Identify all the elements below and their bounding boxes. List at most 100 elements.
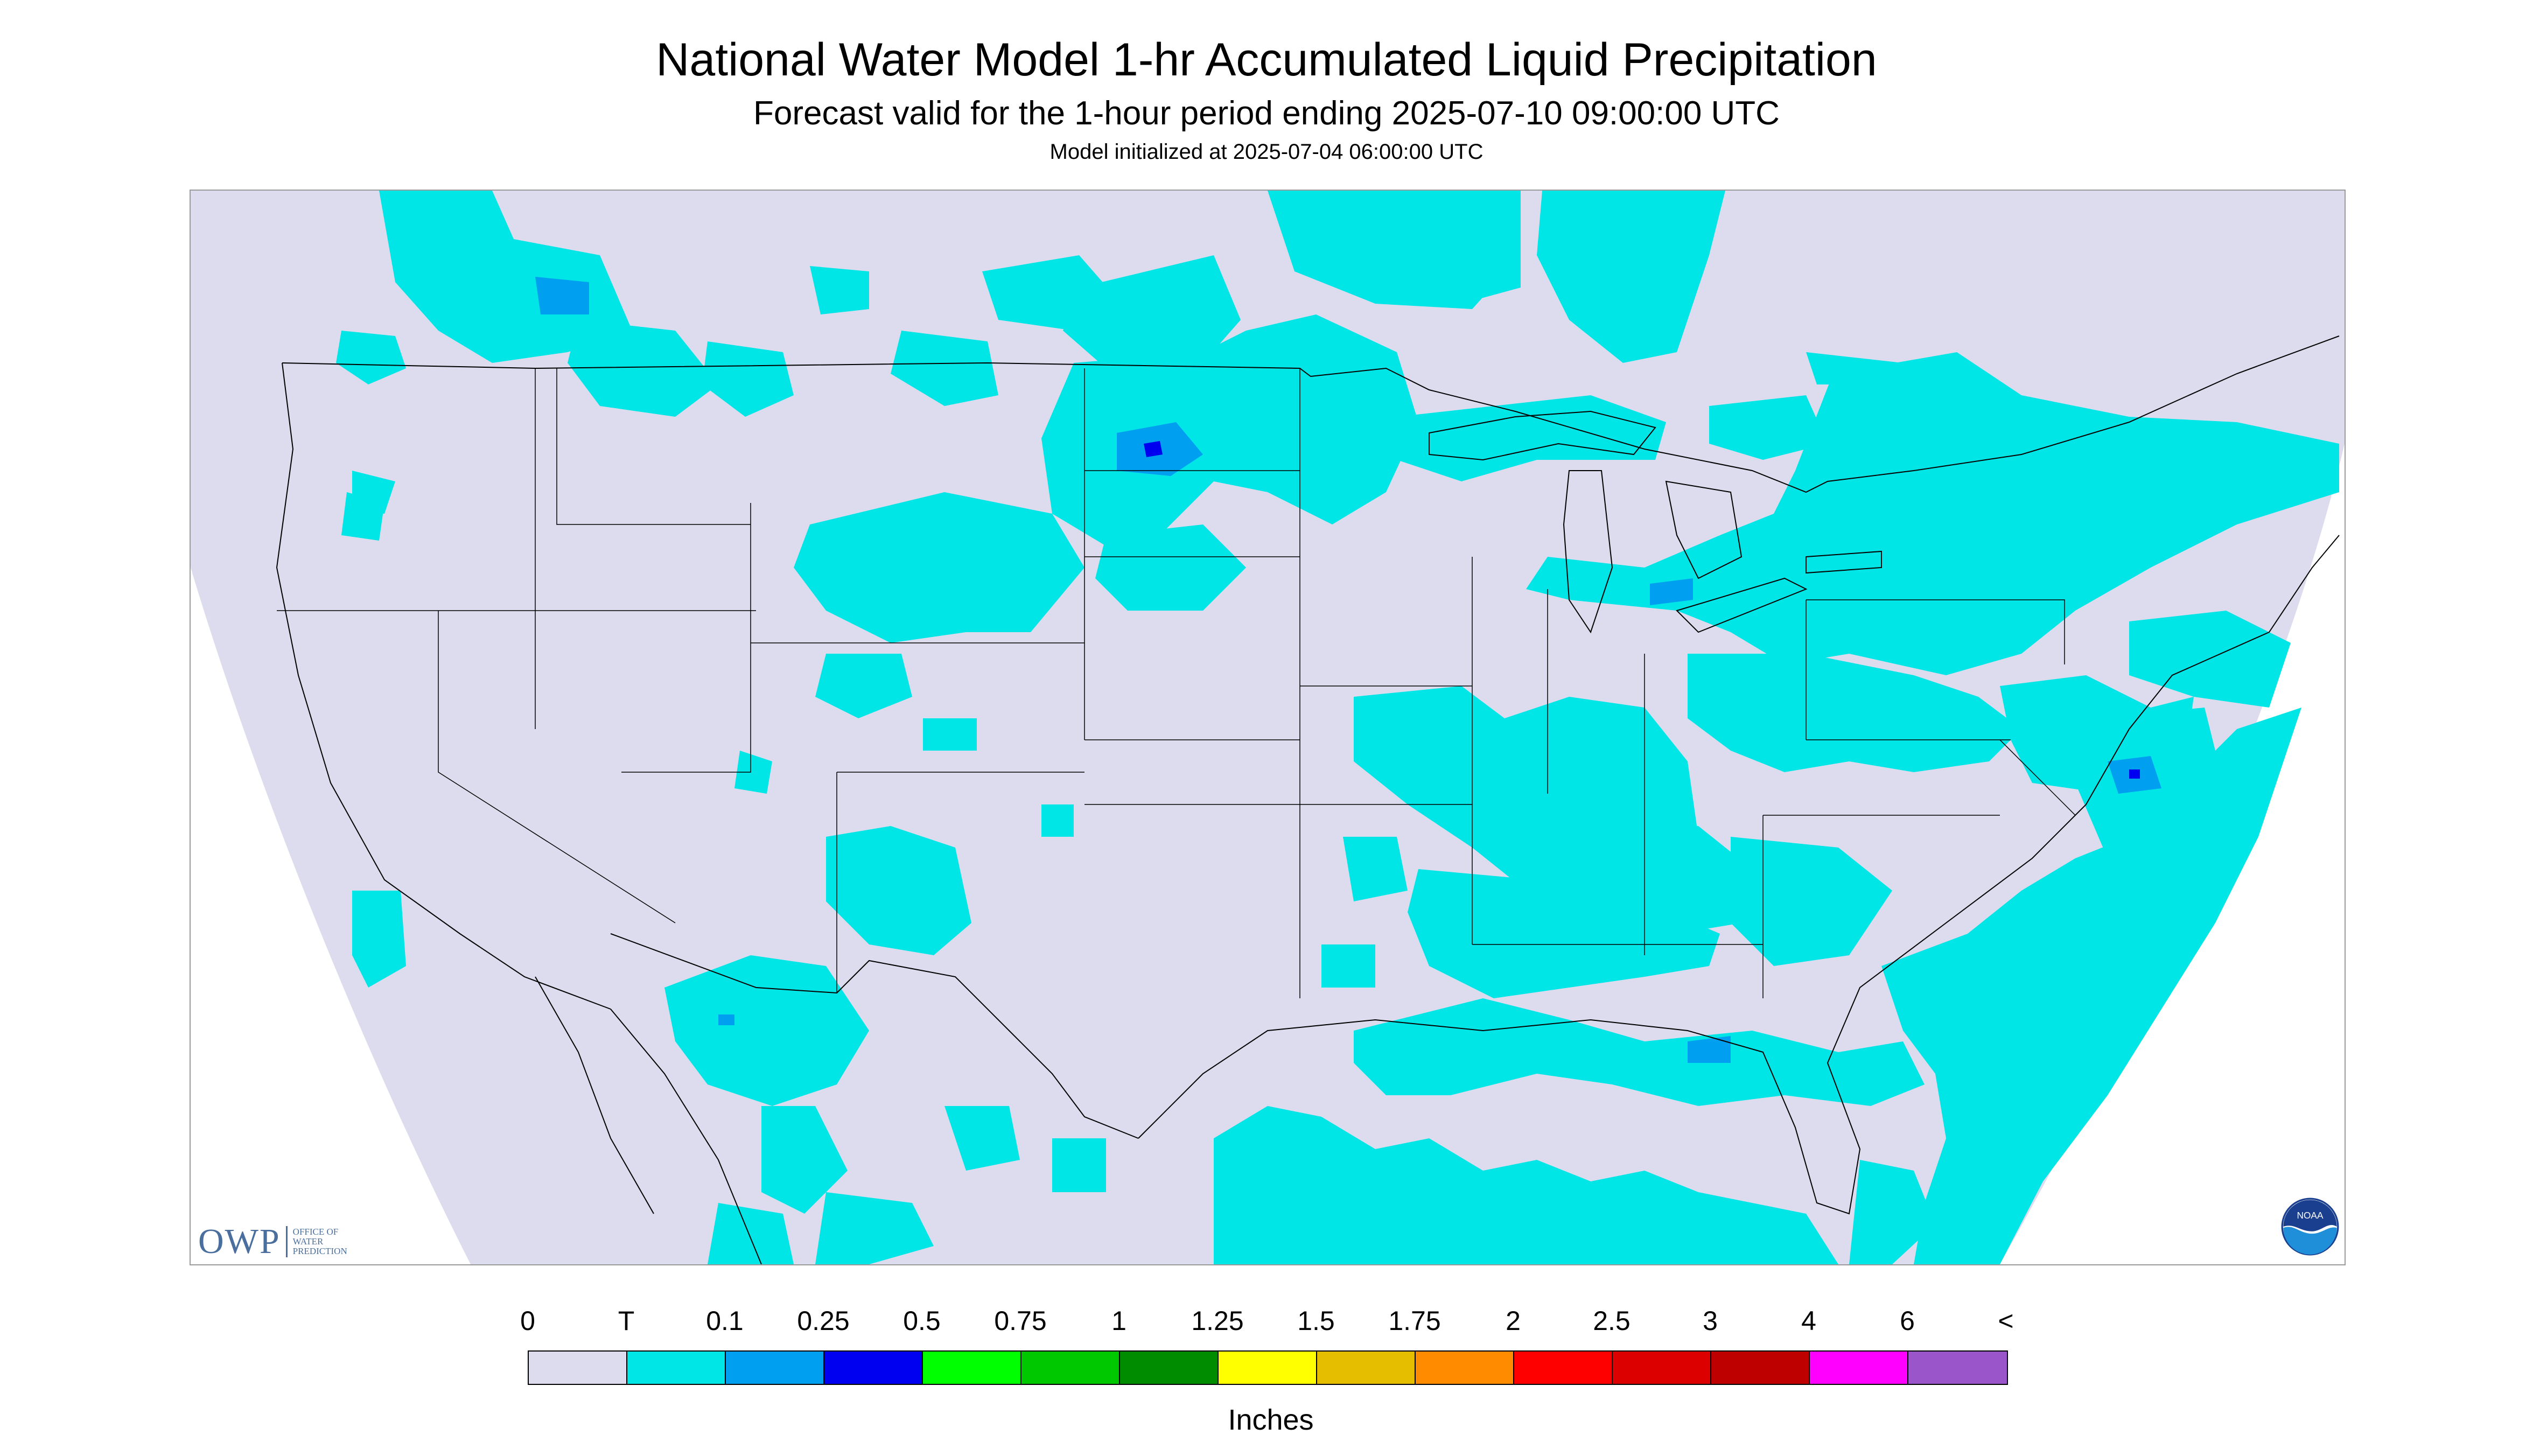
legend-color-bar bbox=[528, 1350, 2008, 1385]
precip-cell bbox=[702, 341, 794, 417]
us-mexico-border bbox=[610, 933, 1139, 1139]
precip-cell bbox=[379, 191, 632, 363]
legend-swatch bbox=[1711, 1352, 1810, 1384]
precip-cell bbox=[810, 266, 869, 314]
precip-cell bbox=[1343, 837, 1408, 901]
legend-swatch bbox=[923, 1352, 1021, 1384]
precip-cell bbox=[826, 826, 971, 955]
precip-cell bbox=[1461, 191, 1521, 304]
precip-cell bbox=[341, 492, 384, 541]
west-coastline bbox=[276, 362, 611, 1010]
precip-cell bbox=[761, 1106, 848, 1214]
precip-cell bbox=[923, 718, 977, 751]
precip-cell bbox=[815, 1192, 934, 1264]
legend-tick-label: 2.5 bbox=[1593, 1306, 1631, 1336]
noaa-logo-text: NOAA bbox=[2297, 1210, 2324, 1221]
precip-cell bbox=[1688, 654, 2021, 772]
precip-cell bbox=[2129, 769, 2140, 779]
legend-units-label: Inches bbox=[1228, 1404, 1314, 1436]
noaa-logo-icon: NOAA bbox=[2281, 1198, 2339, 1256]
legend-swatch bbox=[627, 1352, 726, 1384]
legend-swatch bbox=[1613, 1352, 1711, 1384]
map-subtitle: Forecast valid for the 1-hour period end… bbox=[753, 95, 1780, 132]
legend-tick-label: 0.75 bbox=[994, 1306, 1047, 1336]
legend-swatch bbox=[726, 1352, 824, 1384]
mexico-west-coast bbox=[610, 1009, 762, 1264]
precip-cell bbox=[1063, 255, 1241, 368]
trace-precip-layer bbox=[336, 191, 2339, 1264]
precip-cell bbox=[794, 492, 1084, 643]
precip-cell bbox=[1397, 395, 1666, 481]
precip-cell bbox=[734, 751, 772, 794]
precip-cell bbox=[1268, 191, 1521, 309]
precip-cell bbox=[1214, 1106, 1838, 1264]
state-lines bbox=[277, 368, 2076, 998]
legend-swatch bbox=[1021, 1352, 1120, 1384]
legend-swatch bbox=[1416, 1352, 1514, 1384]
us-canada-border bbox=[282, 335, 2340, 493]
precip-cell bbox=[1650, 578, 1693, 605]
legend-swatch bbox=[1120, 1352, 1219, 1384]
owp-logo-divider bbox=[285, 1226, 288, 1257]
legend-tick-label: 3 bbox=[1703, 1306, 1718, 1336]
legend-tick-label: 1.75 bbox=[1388, 1306, 1441, 1336]
precip-cell bbox=[1688, 1036, 1731, 1063]
precip-cell bbox=[1095, 524, 1246, 611]
precip-cell bbox=[1144, 441, 1163, 457]
legend-tick-label: 0.25 bbox=[797, 1306, 850, 1336]
precip-cell bbox=[1041, 804, 1074, 837]
precip-cell bbox=[708, 1203, 794, 1264]
boundary-lines bbox=[276, 335, 2340, 1264]
owp-logo: OWP Office of Water Prediction bbox=[198, 1221, 347, 1262]
precip-cell bbox=[664, 955, 869, 1106]
precip-cell bbox=[1041, 314, 1418, 546]
precip-cell bbox=[1849, 1160, 1935, 1264]
legend-tick-label: 0 bbox=[520, 1306, 535, 1336]
precip-cell bbox=[944, 1106, 1020, 1171]
legend-tick-label: 4 bbox=[1801, 1306, 1816, 1336]
owp-logo-mark: OWP bbox=[198, 1222, 281, 1261]
precip-cell bbox=[1881, 708, 2301, 1264]
precip-cell bbox=[2129, 611, 2291, 708]
precipitation-legend: 0 T 0.1 0.25 0.5 0.75 1 1.25 1.5 1.75 2 2.5 3 4 6 < Inc… bbox=[520, 1292, 2014, 1438]
legend-tick-label: 1.5 bbox=[1297, 1306, 1335, 1336]
legend-swatch bbox=[824, 1352, 923, 1384]
precip-cell bbox=[891, 331, 998, 406]
lake-michigan bbox=[1563, 470, 1613, 634]
precip-cell bbox=[535, 277, 589, 314]
owp-logo-line: Water bbox=[292, 1236, 324, 1247]
owp-logo-line: Office of bbox=[292, 1227, 339, 1237]
legend-swatch bbox=[1317, 1352, 1416, 1384]
lake-superior bbox=[1429, 410, 1656, 461]
precip-cell bbox=[1709, 395, 1828, 460]
legend-swatch bbox=[1219, 1352, 1317, 1384]
precip-cell bbox=[1569, 815, 1752, 934]
lake-huron bbox=[1665, 480, 1743, 579]
owp-logo-text: Office of Water Prediction bbox=[293, 1227, 347, 1256]
precip-cell bbox=[352, 891, 406, 988]
gulf-coastline bbox=[1138, 535, 2340, 1215]
precip-cell bbox=[1731, 837, 1892, 966]
legend-swatch bbox=[529, 1352, 627, 1384]
precip-cell bbox=[1052, 1138, 1106, 1192]
owp-logo-line: Prediction bbox=[292, 1246, 347, 1256]
moderate-precip-layer bbox=[1144, 441, 2140, 779]
legend-tick-label: 0.5 bbox=[903, 1306, 941, 1336]
legend-tick-label: 2 bbox=[1506, 1306, 1521, 1336]
baja-coast bbox=[535, 976, 654, 1214]
precip-cell bbox=[1321, 944, 1375, 988]
precip-cell bbox=[336, 331, 406, 384]
legend-tick-label: 6 bbox=[1900, 1306, 1915, 1336]
precip-cell bbox=[568, 320, 718, 417]
lake-erie bbox=[1676, 577, 1808, 633]
map-canvas bbox=[191, 191, 2345, 1264]
legend-tick-label: 1.25 bbox=[1191, 1306, 1244, 1336]
legend-tick-label: 0.1 bbox=[706, 1306, 744, 1336]
legend-tick-label: < bbox=[1998, 1306, 2014, 1336]
legend-swatch bbox=[1514, 1352, 1613, 1384]
lake-ontario bbox=[1806, 550, 1882, 574]
precip-cell bbox=[815, 654, 912, 718]
model-init-line: Model initialized at 2025-07-04 06:00:00… bbox=[1049, 140, 1484, 164]
legend-swatch bbox=[1810, 1352, 1908, 1384]
legend-tick-label: T bbox=[618, 1306, 635, 1336]
